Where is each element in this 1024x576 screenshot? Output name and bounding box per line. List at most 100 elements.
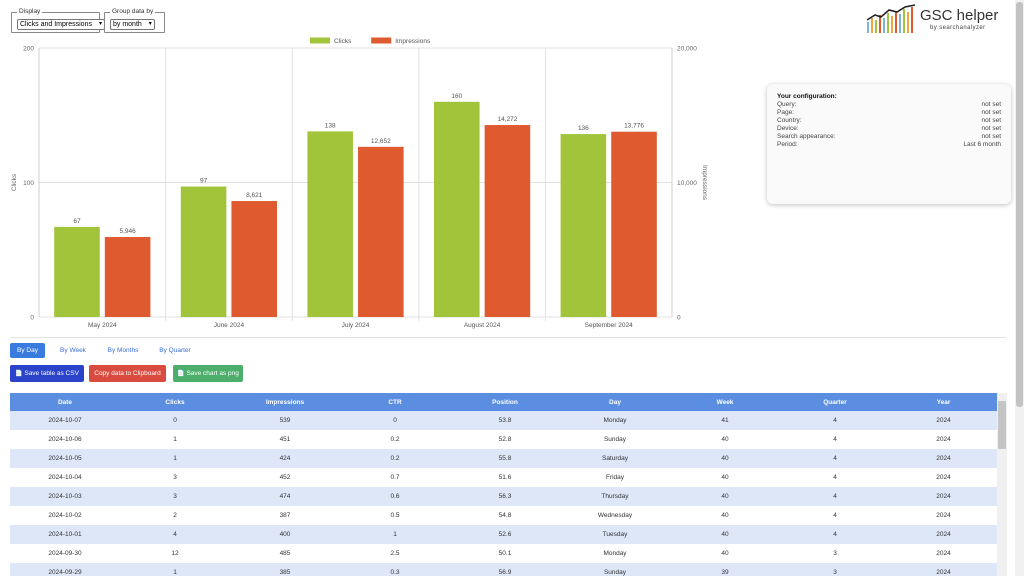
table-cell: 40	[670, 506, 780, 525]
file-icon: 📄	[15, 371, 23, 377]
data-label: 14,272	[497, 116, 517, 123]
table-cell: 39	[670, 563, 780, 576]
config-label: Query:	[777, 101, 797, 108]
config-label: Page:	[777, 109, 794, 116]
table-cell: 2024-10-05	[10, 449, 120, 468]
table-cell: 4	[780, 430, 890, 449]
table-cell: 4	[780, 468, 890, 487]
config-label: Country:	[777, 117, 802, 124]
table-cell: 4	[780, 487, 890, 506]
x-tick-label: May 2024	[88, 322, 117, 329]
group-fieldset: Group data by by month ▾	[104, 8, 165, 33]
table-cell: Sunday	[560, 563, 670, 576]
table-row: 2024-10-04 3 452 0.7 51.6 Friday 40 4 2024	[10, 468, 997, 487]
logo[interactable]: GSC helper by searchanalyzer	[866, 4, 1011, 34]
table-cell: 0.6	[340, 487, 450, 506]
page-scrollbar[interactable]	[1015, 0, 1024, 576]
y-axis-left-label: Clicks	[11, 173, 18, 191]
table-cell: 2024-10-07	[10, 411, 120, 430]
table-cell: Wednesday	[560, 506, 670, 525]
column-header[interactable]: Impressions	[230, 393, 340, 411]
logo-chart-icon	[866, 4, 916, 33]
y-tick-left: 200	[23, 46, 34, 53]
tab-by-week[interactable]: By Week	[60, 347, 86, 354]
config-row: Period: Last 6 month	[777, 141, 1001, 149]
display-select[interactable]: Clicks and Impressions ▾	[17, 19, 105, 30]
table-cell: 387	[230, 506, 340, 525]
x-tick-label: August 2024	[464, 322, 501, 329]
table-cell: Thursday	[560, 487, 670, 506]
bar-clicks	[433, 101, 480, 317]
table-cell: Tuesday	[560, 525, 670, 544]
table-cell: 2024-10-02	[10, 506, 120, 525]
table-cell: 2024-09-29	[10, 563, 120, 576]
config-row: Search appearance: not set	[777, 133, 1001, 141]
save-png-button[interactable]: 📄 Save chart as png	[173, 365, 243, 382]
config-value: not set	[981, 109, 1001, 116]
table-cell: 4	[120, 525, 230, 544]
table-cell: 0.2	[340, 430, 450, 449]
column-header[interactable]: Week	[670, 393, 780, 411]
config-value: not set	[981, 133, 1001, 140]
save-csv-label: Save table as CSV	[24, 370, 79, 377]
table-cell: 2024	[890, 487, 997, 506]
column-header[interactable]: Date	[10, 393, 120, 411]
table-header-row: Date Clicks Impressions CTR Position Day Week Q…	[10, 393, 997, 411]
table-cell: 452	[230, 468, 340, 487]
table-cell: 0.3	[340, 563, 450, 576]
table-cell: 2024	[890, 544, 997, 563]
data-label: 8,621	[246, 192, 263, 199]
table-row: 2024-10-01 4 400 1 52.6 Tuesday 40 4 2024	[10, 525, 997, 544]
logo-title: GSC helper	[920, 7, 999, 24]
chevron-down-icon: ▾	[148, 21, 152, 27]
y-tick-right: 20,000	[677, 46, 697, 53]
tab-by-months[interactable]: By Months	[107, 347, 139, 354]
data-table-container: Date Clicks Impressions CTR Position Day Week Q…	[10, 393, 1007, 576]
bar-clicks	[180, 186, 227, 317]
table-scrollbar-thumb[interactable]	[998, 401, 1006, 449]
column-header[interactable]: Clicks	[120, 393, 230, 411]
bar-impressions	[611, 131, 657, 317]
column-header[interactable]: CTR	[340, 393, 450, 411]
table-cell: 485	[230, 544, 340, 563]
y-tick-right: 0	[677, 315, 681, 322]
column-header[interactable]: Year	[890, 393, 997, 411]
data-label: 13,776	[624, 123, 644, 130]
table-cell: 2.5	[340, 544, 450, 563]
copy-clipboard-button[interactable]: Copy data to Clipboard	[89, 365, 166, 382]
table-cell: 54.8	[450, 506, 560, 525]
table-cell: 2024	[890, 468, 997, 487]
tab-by-quarter[interactable]: By Quarter	[159, 347, 191, 354]
table-cell: 0.7	[340, 468, 450, 487]
table-cell: 3	[780, 563, 890, 576]
data-label: 138	[325, 122, 336, 129]
table-cell: 2024	[890, 411, 997, 430]
table-cell: 2024-10-03	[10, 487, 120, 506]
group-select[interactable]: by month ▾	[110, 19, 155, 30]
bar-impressions	[104, 237, 151, 317]
table-cell: 385	[230, 563, 340, 576]
table-cell: 56.3	[450, 487, 560, 506]
column-header[interactable]: Day	[560, 393, 670, 411]
config-row: Page: not set	[777, 109, 1001, 117]
column-header[interactable]: Position	[450, 393, 560, 411]
table-cell: 2024-10-01	[10, 525, 120, 544]
table-cell: 40	[670, 468, 780, 487]
table-cell: 55.8	[450, 449, 560, 468]
config-value: not set	[981, 117, 1001, 124]
page-scrollbar-thumb[interactable]	[1016, 2, 1023, 407]
table-cell: Monday	[560, 411, 670, 430]
tab-by-day[interactable]: By Day	[10, 343, 45, 358]
table-cell: 2024-10-06	[10, 430, 120, 449]
column-header[interactable]: Quarter	[780, 393, 890, 411]
display-legend: Display	[17, 8, 43, 15]
bar-impressions	[231, 201, 278, 317]
table-cell: 40	[670, 449, 780, 468]
table-scrollbar[interactable]	[997, 393, 1007, 576]
save-csv-button[interactable]: 📄 Save table as CSV	[10, 365, 84, 382]
data-label: 160	[451, 93, 462, 100]
group-select-value: by month	[113, 21, 142, 28]
x-tick-label: June 2024	[214, 322, 245, 329]
table-cell: 0.5	[340, 506, 450, 525]
config-value: not set	[981, 125, 1001, 132]
